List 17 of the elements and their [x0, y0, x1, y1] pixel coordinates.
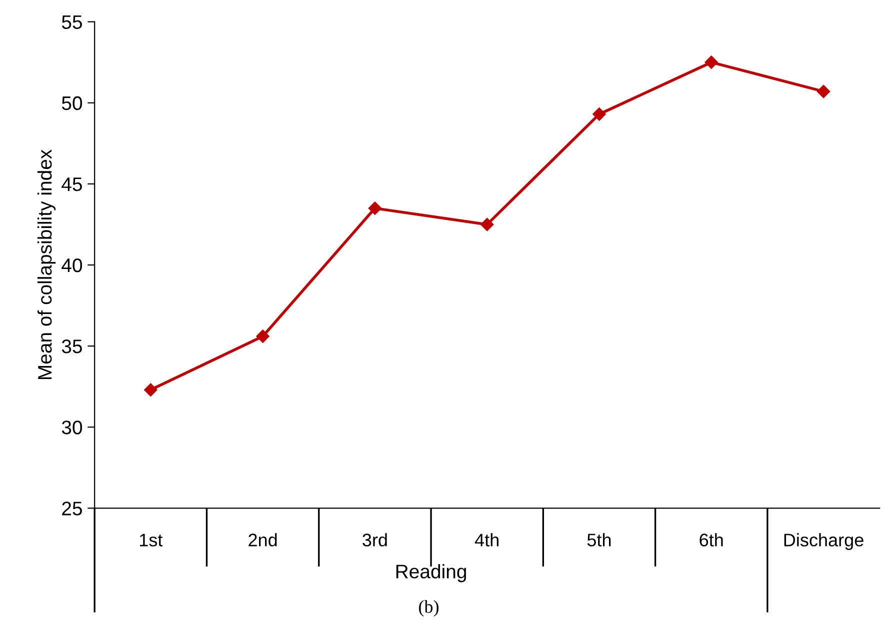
x-tick-label: 1st — [140, 534, 163, 546]
x-tick-label: 3rd — [362, 533, 387, 546]
y-tick-label: 30 — [62, 420, 82, 434]
y-tick-label: 25 — [62, 502, 82, 516]
x-tick-label: 4th — [474, 533, 498, 546]
y-tick-label: 50 — [62, 96, 82, 110]
x-tick-label: 5th — [587, 533, 611, 546]
x-tick-label: Discharge — [784, 533, 864, 550]
y-tick-label: 45 — [62, 178, 82, 192]
x-tick-label: 2nd — [248, 533, 277, 546]
text: (b) — [419, 600, 438, 617]
y-axis-title: Mean of collapsibility index — [37, 150, 56, 380]
y-tick-label: 40 — [62, 258, 82, 272]
y-tick-label: 55 — [62, 15, 82, 30]
x-tick-label: 6th — [700, 533, 723, 546]
y-tick-label: 35 — [62, 340, 82, 354]
x-axis-title: Reading — [396, 564, 466, 582]
